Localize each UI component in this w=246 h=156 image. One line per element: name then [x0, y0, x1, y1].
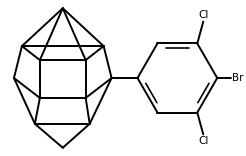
Text: Br: Br — [232, 73, 244, 83]
Text: Cl: Cl — [198, 10, 208, 20]
Text: Cl: Cl — [198, 136, 208, 146]
